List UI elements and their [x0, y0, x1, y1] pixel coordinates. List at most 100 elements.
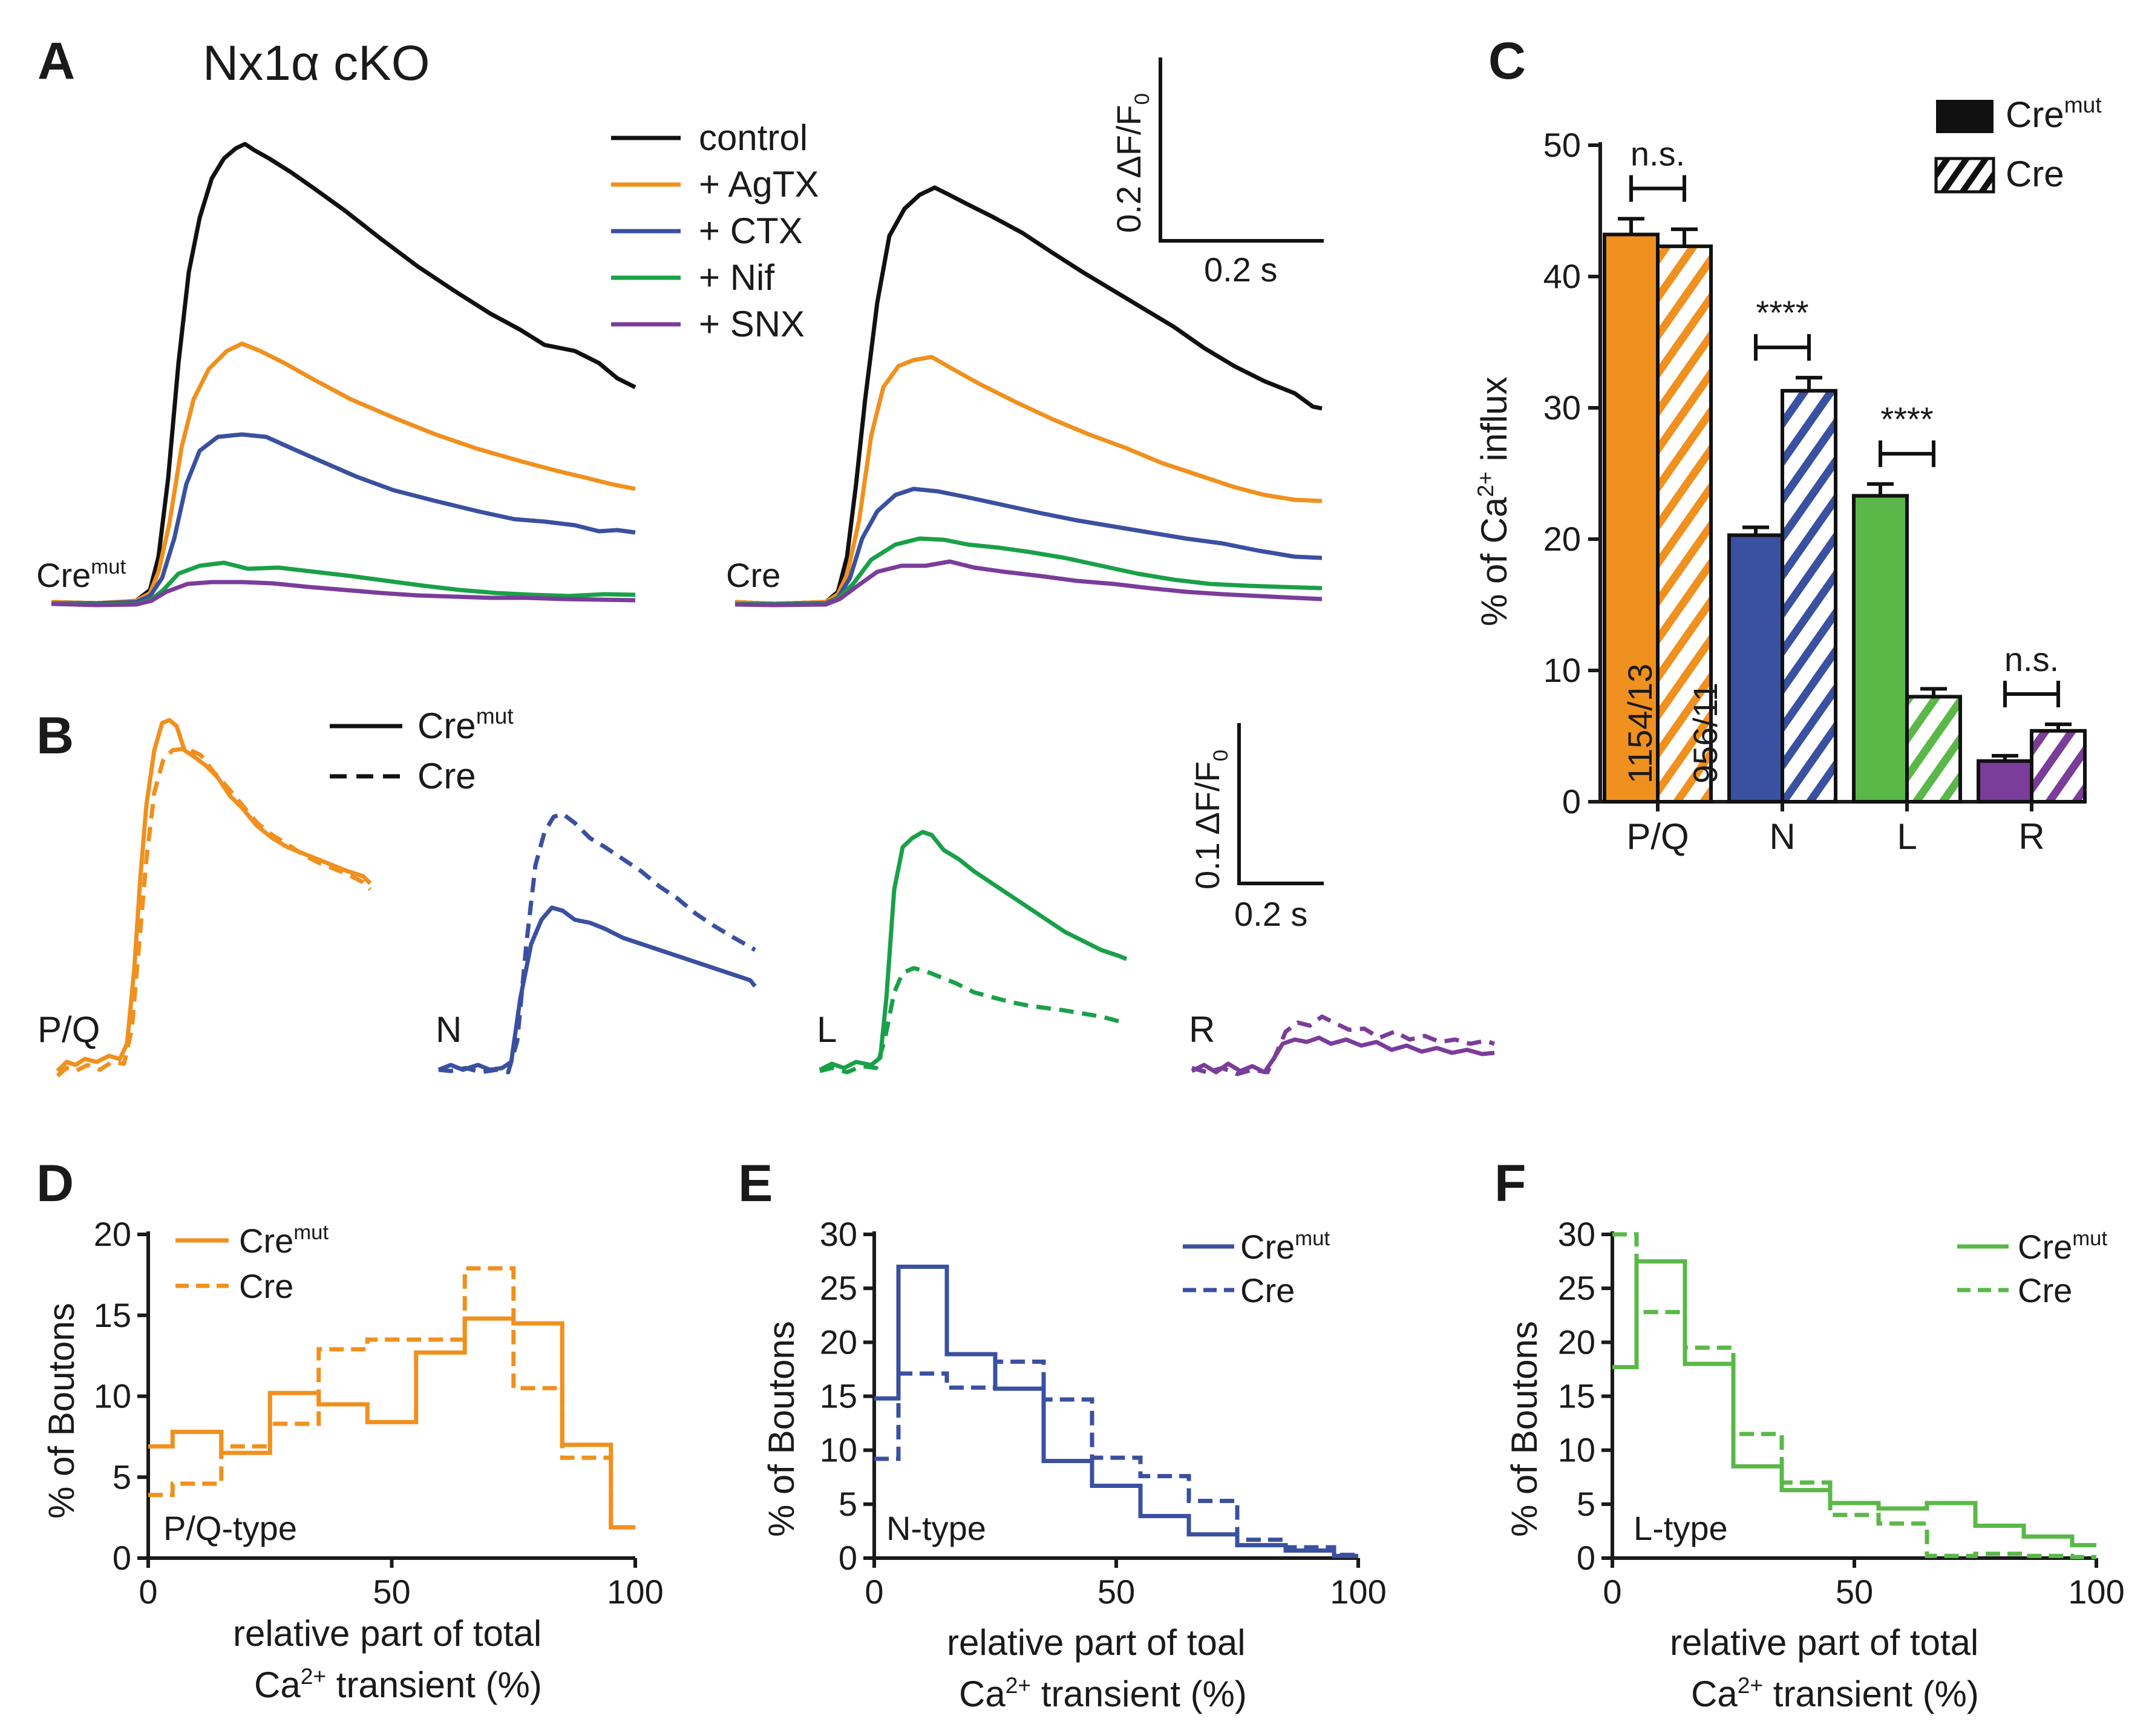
- x-tick-label: L: [1897, 816, 1917, 857]
- y-tick-label: 10: [1558, 1431, 1595, 1469]
- panel-label-d: D: [36, 1155, 74, 1213]
- y-tick-label: 25: [1558, 1269, 1595, 1307]
- panel-c-legend: Cremut Cre: [1934, 92, 2102, 194]
- scale-a-y-sub: 0: [1131, 93, 1154, 105]
- panel-d-ylabel: % of Boutons: [41, 1303, 82, 1519]
- svg-text:0.1 ΔF/F0: 0.1 ΔF/F0: [1188, 750, 1232, 889]
- panel-d-legend: Cremut Cre: [175, 1221, 329, 1305]
- bar-r-cremut: [1977, 759, 2033, 804]
- panel-d-plot: 0 5 10 15 20 0 50 100: [94, 1215, 664, 1611]
- panel-a-genotype-cremut: Cremut: [36, 555, 126, 594]
- legend-c-cremut: Cremut: [2006, 92, 2102, 135]
- y-tick-label: 30: [1558, 1215, 1595, 1253]
- legend-e-cremut: Cremut: [1240, 1227, 1330, 1266]
- trace-label-l: L: [817, 1009, 837, 1050]
- trace-b-r-cremut: [1191, 1035, 1495, 1075]
- y-tick-label: 30: [1543, 388, 1581, 427]
- trace-b-n-cremut: [437, 905, 757, 1072]
- y-tick-label: 10: [820, 1431, 857, 1469]
- panel-e-plot: 0 5 10 15 20 25 30 0 50 100: [820, 1215, 1387, 1611]
- legend-c-cre: Cre: [2006, 154, 2064, 194]
- legend-f-cremut: Cremut: [2018, 1227, 2107, 1266]
- panel-label-f: F: [1494, 1155, 1526, 1213]
- panel-f-plot: 0 5 10 15 20 25 30 0 50 100: [1558, 1215, 2125, 1611]
- panel-label-e: E: [738, 1155, 773, 1213]
- svg-text:0.2 ΔF/F0: 0.2 ΔF/F0: [1110, 93, 1154, 233]
- y-tick-label: 15: [1558, 1377, 1595, 1415]
- y-tick-label: 10: [94, 1377, 131, 1415]
- panel-d-xlabel-1: relative part of total: [233, 1613, 541, 1654]
- x-tick-label: 0: [865, 1573, 883, 1611]
- bar-pq-cre: [1656, 244, 1713, 804]
- n-label-cremut: 1154/13: [1621, 664, 1659, 784]
- panel-f: F % of Boutons relative part of total Ca…: [1494, 1155, 2125, 1714]
- panel-e-ylabel: % of Boutons: [761, 1321, 802, 1537]
- y-tick-label: 0: [1562, 782, 1581, 821]
- y-tick-label: 5: [1577, 1485, 1595, 1523]
- trace-label-n: N: [436, 1009, 462, 1050]
- trace-b-l-cremut: [819, 830, 1128, 1072]
- y-tick-label: 20: [1543, 520, 1581, 558]
- y-tick-label: 15: [820, 1377, 857, 1415]
- trace-b-pq-cre: [56, 747, 372, 1078]
- x-tick-label: 50: [1836, 1573, 1873, 1611]
- panel-label-a: A: [38, 32, 75, 90]
- y-tick-label: 30: [820, 1215, 857, 1253]
- bar-n-cremut: [1727, 533, 1784, 804]
- traces-cre: [734, 185, 1323, 608]
- trace-cre-snx: [734, 559, 1323, 608]
- legend-f-cre: Cre: [2018, 1271, 2072, 1309]
- trace-b-r-cre: [1191, 1014, 1496, 1076]
- traces-cremut: [51, 142, 636, 608]
- panel-e: E % of Boutons relative part of toal Ca2…: [738, 1155, 1387, 1714]
- sig-label: ****: [1880, 400, 1933, 438]
- bar-l-cre: [1905, 695, 1962, 804]
- bar-r-cre: [2030, 729, 2087, 804]
- panel-b: B Cremut Cre 0.1 ΔF/F0 0.2 s P/Q N L R: [36, 703, 1496, 1078]
- panel-label-b: B: [36, 707, 74, 765]
- hist-d-cremut: [148, 1316, 635, 1530]
- panel-a-title: Nx1α cKO: [203, 36, 430, 91]
- x-tick-label: 100: [1330, 1573, 1386, 1611]
- panel-f-xlabel-2: Ca2+ transient (%): [1691, 1672, 1979, 1714]
- trace-cremut-ctx: [51, 432, 636, 606]
- y-tick-label: 5: [113, 1458, 131, 1496]
- legend-c-hatched-swatch: [1934, 157, 1995, 194]
- trace-cremut-agtx: [51, 341, 636, 606]
- y-tick-label: 25: [820, 1269, 857, 1307]
- y-tick-label: 0: [1577, 1539, 1595, 1577]
- legend-control: control: [699, 117, 808, 158]
- hist-e-cre: [874, 1359, 1358, 1557]
- n-label-cre: 956/11: [1686, 683, 1724, 784]
- trace-cre-ctx: [735, 486, 1323, 606]
- legend-nif: + Nif: [699, 257, 774, 298]
- legend-e-cre: Cre: [1240, 1271, 1295, 1309]
- sig-label: n.s.: [2004, 640, 2059, 678]
- x-tick-label: N: [1769, 816, 1795, 857]
- y-tick-label: 40: [1543, 257, 1581, 295]
- trace-cre-agtx: [734, 355, 1323, 606]
- x-tick-label: 50: [1097, 1573, 1135, 1611]
- panel-a-legend: control + AgTX + CTX + Nif + SNX: [611, 117, 819, 344]
- bar-l-cremut: [1852, 494, 1909, 804]
- hist-d-cre: [148, 1266, 635, 1530]
- y-tick-label: 20: [820, 1323, 857, 1361]
- panel-c-bars: P/Q n.s. N **** L **** Rn.s.: [1603, 135, 2087, 857]
- panel-f-type-label: L-type: [1634, 1509, 1728, 1547]
- legend-d-cre: Cre: [239, 1267, 293, 1305]
- panel-f-xlabel-1: relative part of total: [1670, 1622, 1978, 1663]
- bar-n-cre: [1781, 388, 1837, 804]
- panel-b-legend: Cremut Cre: [330, 703, 514, 796]
- panel-d-xlabel-2: Ca2+ transient (%): [254, 1663, 542, 1705]
- panel-a: A Nx1α cKO control + AgTX + CTX + Nif + …: [36, 32, 1324, 608]
- y-tick-label: 0: [839, 1539, 857, 1577]
- trace-cre-control: [734, 185, 1323, 606]
- legend-agtx: + AgTX: [699, 164, 819, 205]
- y-tick-label: 0: [113, 1539, 131, 1577]
- trace-cremut-control: [51, 142, 636, 606]
- x-tick-label: 50: [373, 1573, 410, 1611]
- panel-e-legend: Cremut Cre: [1183, 1227, 1330, 1309]
- panel-f-ylabel: % of Boutons: [1504, 1321, 1545, 1537]
- panel-label-c: C: [1488, 32, 1526, 90]
